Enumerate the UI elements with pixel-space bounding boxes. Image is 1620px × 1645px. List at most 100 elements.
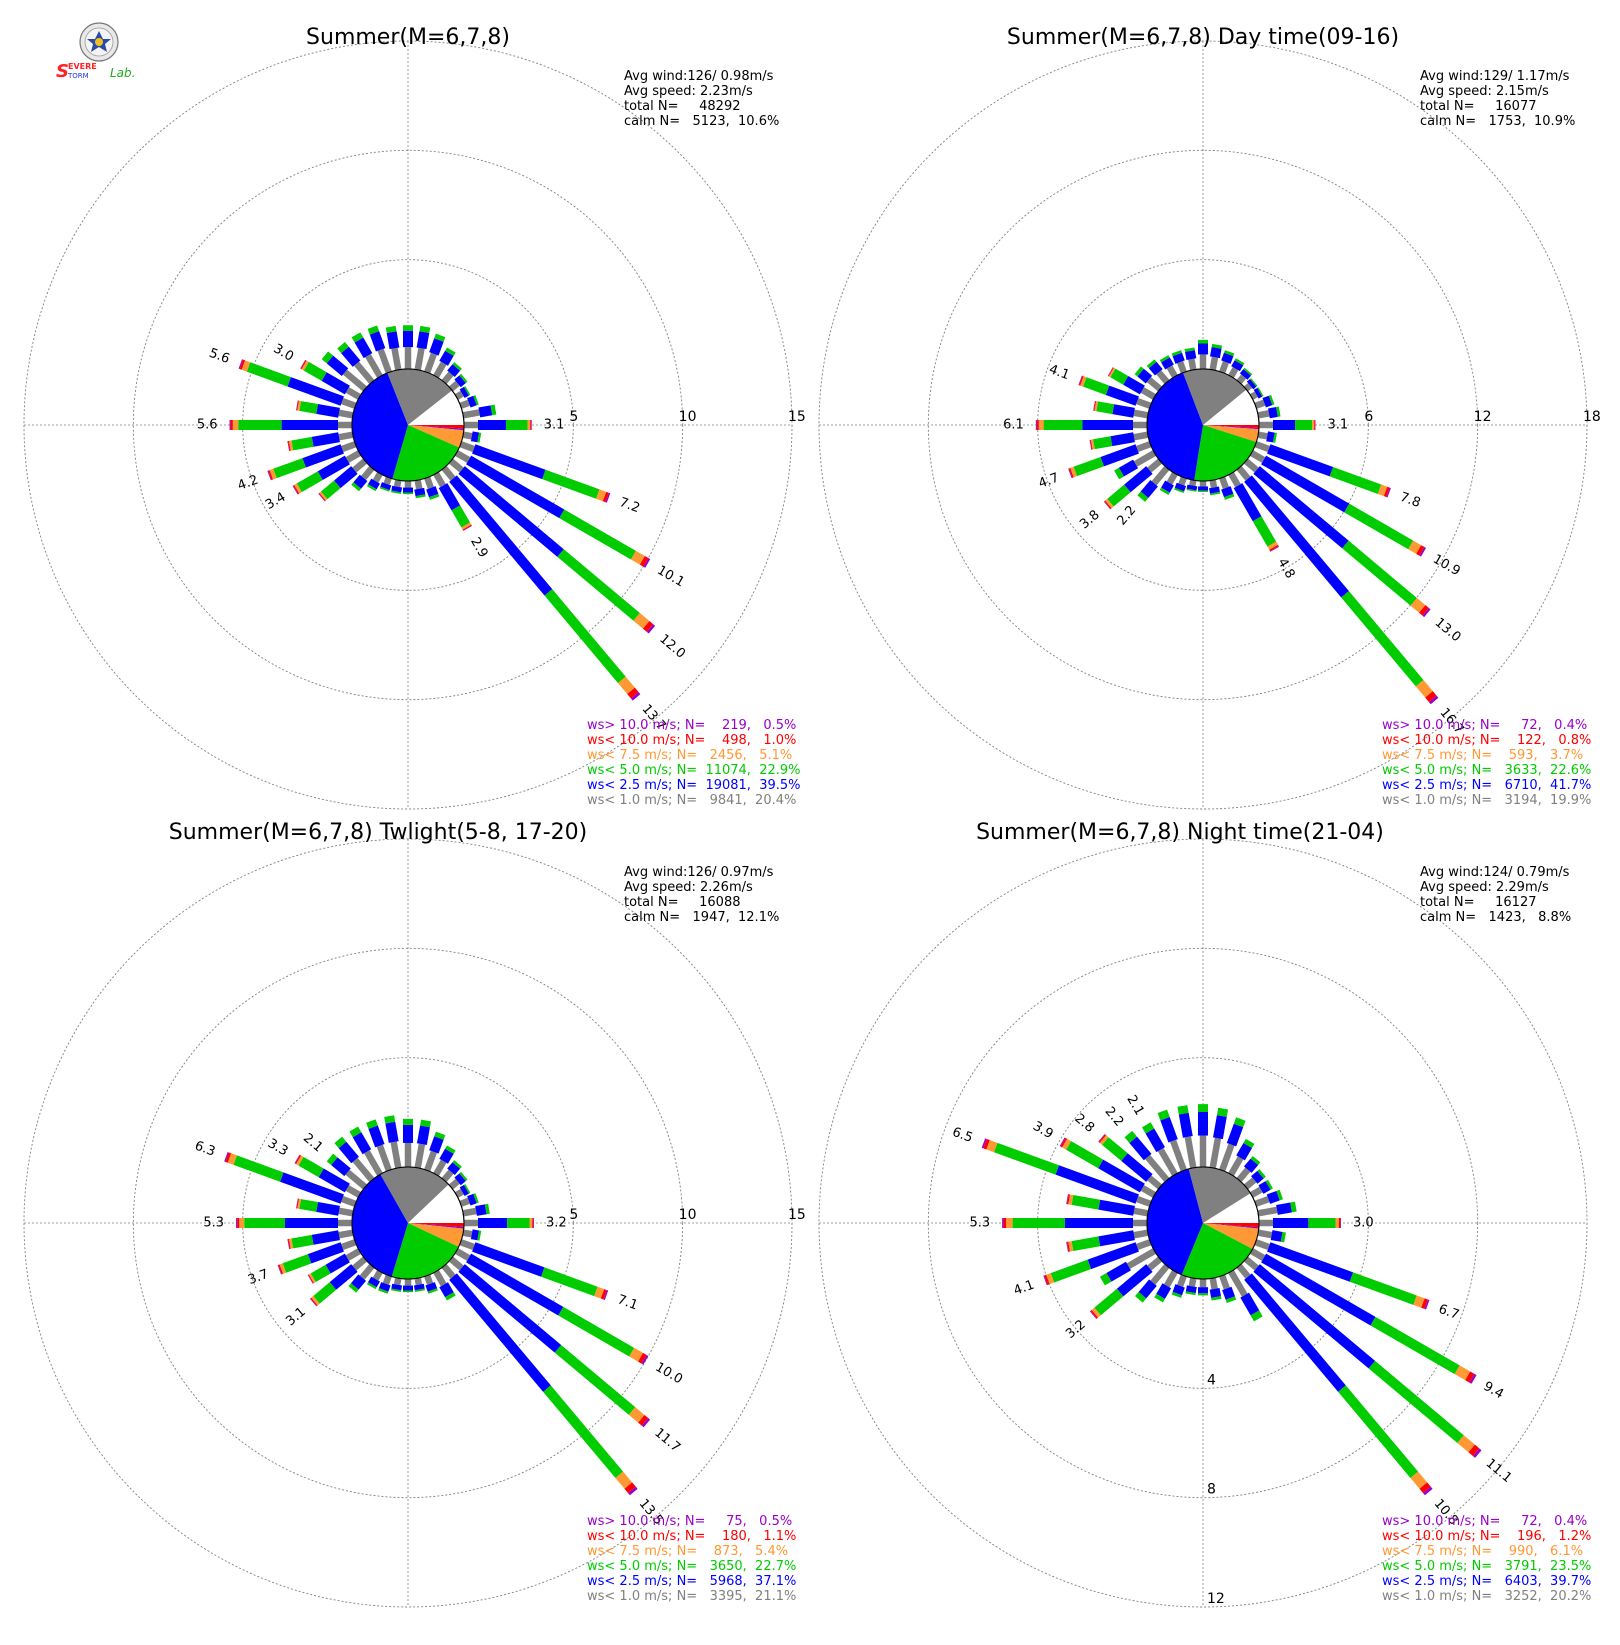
sector-140-lt10-segment: [1423, 1486, 1427, 1490]
sector-130-lt10-segment: [641, 1419, 645, 1422]
sector-260: [1089, 435, 1148, 445]
sector-350-lt1-segment: [1188, 1137, 1193, 1168]
sector-50-lt5-segment: [1253, 382, 1254, 383]
sector-160: [1222, 1276, 1231, 1302]
sector-130-lt5-segment: [1372, 1365, 1461, 1439]
sector-290-lt5-segment: [235, 1160, 282, 1177]
sector-350-lt25-segment: [1190, 351, 1191, 359]
legend-lt25: ws< 2.5 m/s; N= 5968, 37.1%: [587, 1574, 796, 1589]
sector-100-lt25-segment: [472, 1234, 478, 1235]
sector-110-gt10-segment: [1426, 1304, 1428, 1305]
sector-90-label: 3.1: [544, 418, 565, 433]
sector-40-lt1-segment: [444, 1172, 451, 1180]
sector-130-lt10-segment: [646, 625, 650, 628]
calm-pie: [1147, 369, 1259, 481]
logo-lab: Lab.: [110, 66, 135, 80]
sector-310-lt5-segment: [1138, 370, 1141, 372]
sector-250-label: 4.2: [236, 473, 261, 494]
sector-70-lt25-segment: [1264, 400, 1270, 402]
sector-220-lt25-segment: [1142, 1283, 1153, 1296]
sector-250-lt25-segment: [1102, 449, 1137, 462]
sector-280-lt25-segment: [1099, 1205, 1134, 1211]
sector-30-lt5-segment: [449, 350, 451, 353]
sector-230-lt75-segment: [1108, 503, 1110, 505]
sector-120-label: 9.4: [1481, 1379, 1506, 1402]
sector-250-lt10-segment: [270, 475, 271, 476]
sector-230-lt10-segment: [322, 497, 323, 498]
sector-260-lt1-segment: [339, 435, 353, 437]
sector-230-lt25-segment: [337, 470, 354, 484]
sector-250-lt75-segment: [281, 1268, 284, 1269]
sector-100-lt1-segment: [1258, 435, 1267, 437]
stat-avg-wind: Avg wind:126/ 0.98m/s: [624, 69, 774, 84]
sector-260-lt1-segment: [339, 1233, 353, 1235]
sector-130-lt1-segment: [1246, 461, 1257, 470]
sector-240-lt25-segment: [328, 1258, 347, 1269]
sector-300-lt1-segment: [347, 390, 359, 397]
sector-260: [287, 435, 353, 447]
sector-140-lt75-segment: [1420, 683, 1429, 694]
sector-70: [1256, 400, 1273, 406]
sector-340-lt25-segment: [373, 1127, 380, 1145]
sector-160-lt25-segment: [1226, 488, 1229, 496]
sector-280-lt25-segment: [1113, 409, 1134, 413]
sector-250-lt25-segment: [310, 1247, 343, 1259]
sector-300-lt5-segment: [1069, 1145, 1101, 1164]
sector-10-lt5-segment: [425, 1120, 426, 1126]
sector-20-lt1-segment: [427, 354, 434, 372]
sector-140-lt5-segment: [1345, 594, 1420, 683]
sector-190: [396, 1278, 398, 1291]
sector-160-lt5-segment: [1229, 496, 1230, 499]
sector-300-lt1-segment: [1142, 390, 1154, 397]
sector-20-lt1-segment: [1222, 362, 1226, 372]
sector-190-lt25-segment: [396, 487, 397, 492]
sector-140-lt75-segment: [619, 1475, 628, 1486]
sector-160-lt1-segment: [1222, 1276, 1227, 1289]
sector-120-lt1-segment: [456, 1251, 468, 1258]
sector-190-lt25-segment: [1191, 1286, 1192, 1292]
sector-220-lt5-segment: [355, 485, 357, 488]
sector-70: [461, 1198, 477, 1204]
ring-label: 18: [1583, 409, 1601, 425]
sector-240-lt1-segment: [347, 1251, 359, 1258]
severe-storm-lab-logo: S EVERE TORM Lab.: [54, 22, 144, 84]
sector-300-lt5-segment: [306, 366, 324, 376]
sector-110-lt5-segment: [543, 1272, 596, 1291]
sector-250-lt1-segment: [342, 1242, 355, 1247]
sector-60-lt25-segment: [462, 391, 466, 393]
panel-title: Summer(M=6,7,8): [306, 25, 510, 50]
sector-120-lt1-segment: [1251, 453, 1263, 460]
stat-avg-speed: Avg speed: 2.23m/s: [624, 84, 753, 99]
sector-10: [1213, 345, 1217, 370]
sector-300-lt75-segment: [299, 1160, 302, 1161]
sector-130-lt75-segment: [1461, 1439, 1472, 1448]
sector-250-lt75-segment: [271, 473, 275, 474]
sector-130-label: 12.0: [656, 632, 688, 662]
sector-60: [1251, 1184, 1270, 1195]
sector-40-lt25-segment: [1248, 1162, 1255, 1170]
sector-30-lt25-segment: [444, 1151, 450, 1161]
sector-250-lt5-segment: [284, 1259, 309, 1268]
sector-210: [371, 473, 380, 488]
sector-320-lt1-segment: [357, 364, 372, 382]
sector-70-lt5-segment: [475, 1198, 477, 1199]
sector-100-lt1-segment: [463, 1233, 472, 1235]
sector-60-lt5-segment: [1268, 1184, 1270, 1185]
sector-50: [1246, 382, 1254, 389]
sector-300-lt75-segment: [1065, 1143, 1069, 1145]
sector-230-lt5-segment: [324, 484, 337, 495]
sector-30-lt5-segment: [1239, 361, 1240, 363]
sector-240-lt1-segment: [1136, 453, 1155, 464]
sector-280-lt25-segment: [317, 1207, 339, 1211]
sector-30-lt1-segment: [436, 363, 444, 376]
sector-220-lt1-segment: [1153, 1266, 1167, 1283]
sector-160-lt5-segment: [1230, 1298, 1231, 1301]
sector-310-lt75-segment: [1103, 1139, 1105, 1141]
sector-40-lt5-segment: [1247, 371, 1248, 372]
sector-130-lt1-segment: [451, 461, 462, 470]
sector-120-lt5-segment: [1373, 1321, 1457, 1370]
legend-lt5: ws< 5.0 m/s; N= 3633, 22.6%: [1382, 763, 1591, 778]
panel-title: Summer(M=6,7,8) Night time(21-04): [976, 820, 1384, 845]
